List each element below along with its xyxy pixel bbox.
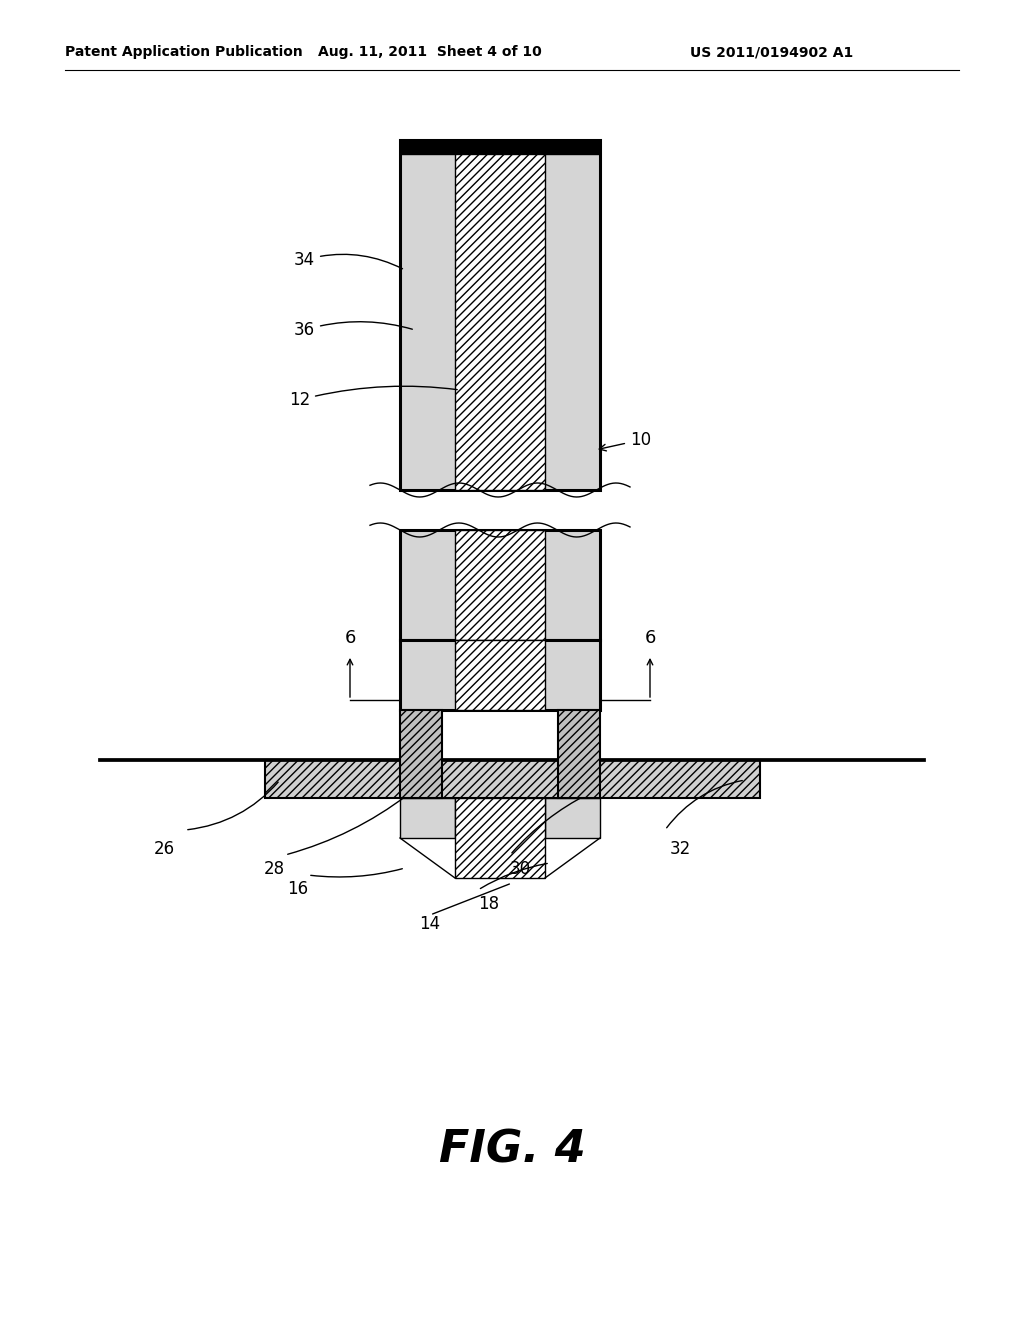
- Text: 12: 12: [289, 387, 458, 409]
- Text: Aug. 11, 2011  Sheet 4 of 10: Aug. 11, 2011 Sheet 4 of 10: [318, 45, 542, 59]
- Polygon shape: [400, 531, 600, 640]
- Text: FIG. 4: FIG. 4: [438, 1129, 586, 1172]
- Text: 6: 6: [344, 630, 355, 647]
- Polygon shape: [558, 710, 600, 799]
- Text: 36: 36: [294, 321, 413, 339]
- Polygon shape: [455, 531, 545, 640]
- Polygon shape: [400, 710, 442, 799]
- Text: US 2011/0194902 A1: US 2011/0194902 A1: [690, 45, 853, 59]
- Text: 34: 34: [294, 251, 402, 269]
- Polygon shape: [265, 760, 760, 799]
- Polygon shape: [400, 140, 600, 154]
- Text: 30: 30: [510, 861, 531, 878]
- Text: 26: 26: [154, 840, 175, 858]
- Text: 14: 14: [420, 915, 440, 933]
- Text: 18: 18: [478, 895, 499, 913]
- Text: Patent Application Publication: Patent Application Publication: [65, 45, 303, 59]
- Polygon shape: [400, 140, 600, 490]
- Polygon shape: [455, 144, 545, 490]
- Text: 6: 6: [644, 630, 655, 647]
- Text: 16: 16: [287, 880, 308, 898]
- Polygon shape: [400, 799, 455, 838]
- Text: 10: 10: [599, 432, 651, 451]
- Text: 32: 32: [670, 840, 691, 858]
- Text: 28: 28: [264, 861, 285, 878]
- Polygon shape: [455, 640, 545, 710]
- Polygon shape: [400, 640, 600, 710]
- Polygon shape: [455, 799, 545, 878]
- Polygon shape: [545, 799, 600, 838]
